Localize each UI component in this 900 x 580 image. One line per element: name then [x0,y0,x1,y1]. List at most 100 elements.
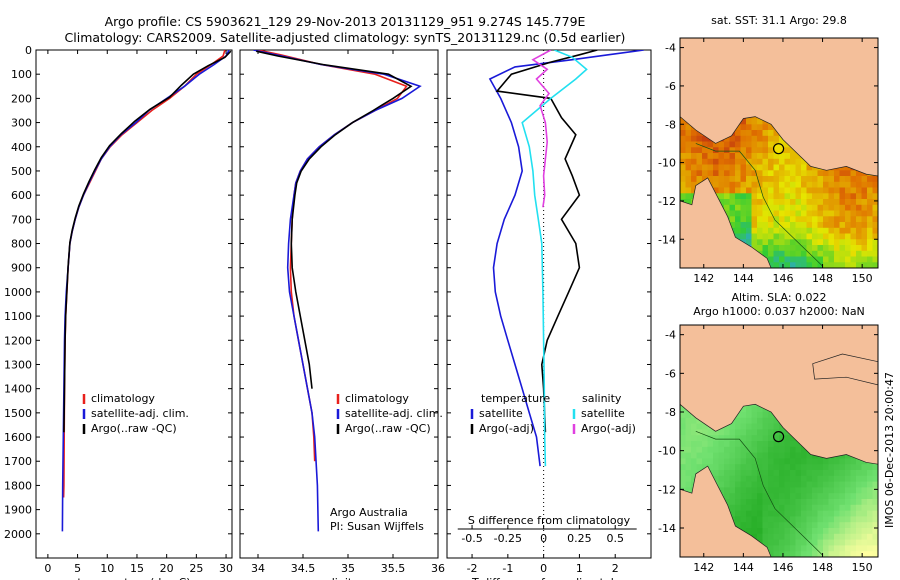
map-cell [812,528,819,535]
map-cell [751,187,758,194]
map-cell [702,164,709,171]
map-cell [751,475,758,483]
map-cell [856,250,863,258]
map-cell [856,262,863,268]
map-cell [762,135,769,143]
map-cell [751,446,758,454]
map-cell [795,164,802,171]
map-cell [856,199,863,206]
map-cell [740,164,747,171]
map-cell [735,204,742,212]
map-cell [790,164,797,171]
map-cell [724,458,731,465]
map-cell [839,256,846,263]
map-cell [779,245,786,252]
map-cell [795,199,802,206]
y-tick-label: 1100 [4,310,32,323]
map-cell [834,250,841,258]
map-cell [828,493,835,500]
map-cell [757,516,764,523]
map-cell [773,181,780,189]
map-cell [872,464,878,471]
map-cell [806,499,813,506]
map-cell [762,239,769,246]
map-cell [823,176,830,183]
map-cell [707,446,714,454]
map-cell [762,222,769,229]
map-cell [740,412,747,419]
legend-label-1: satellite-adj. clim. [91,407,189,420]
map-cell [790,181,797,189]
map-cell [823,222,830,229]
map-cell [795,533,802,541]
land-australia [680,465,772,557]
map-cell [795,539,802,546]
map-cell [795,510,802,517]
map-cell [762,193,769,200]
map-cell [779,539,786,546]
map-cell [757,446,764,454]
map-cell [812,493,819,500]
map-cell [801,164,808,171]
map-cell [817,516,824,523]
map-cell [867,227,874,235]
map-cell [801,528,808,535]
map-cell [768,141,775,148]
map-cell [801,158,808,166]
map-cell [812,510,819,517]
map-cell [740,170,747,177]
map-cell [729,158,736,166]
map-y-tick-label: -12 [658,195,676,208]
map-cell [691,435,698,442]
map-cell [839,204,846,212]
map-cell [817,528,824,535]
map-cell [757,204,764,212]
map-cell [806,204,813,212]
map-y-tick-label: -10 [658,157,676,170]
map-cell [740,429,747,436]
map-cell [784,487,791,494]
map-cell [850,170,857,177]
map-cell [746,176,753,183]
map-cell [773,227,780,235]
map-cell [795,204,802,212]
map-cell [773,216,780,223]
map-cell [872,262,878,268]
map-cell [801,481,808,488]
map-cell [779,158,786,166]
map-cell [790,533,797,541]
map-cell [845,193,852,200]
map-cell [795,158,802,166]
map-cell [762,452,769,459]
map-cell [680,181,687,189]
map-cell [784,499,791,506]
map-cell [768,539,775,546]
map-cell [850,216,857,223]
map-cell [740,118,747,125]
map-frame [679,37,879,269]
map-cell [762,233,769,240]
map-cell [784,250,791,258]
map-cell [856,464,863,471]
map-cell [735,153,742,160]
map-cell [746,452,753,459]
argo-profile-marker [772,431,785,443]
map-cell [806,187,813,194]
map-cell [828,187,835,194]
map-cell [806,233,813,240]
series-line-1 [61,50,230,532]
map-cell [850,250,857,258]
map-cell [779,510,786,517]
map-cell [850,499,857,506]
map-cell [768,545,775,552]
map-cell [779,470,786,477]
map-cell [828,256,835,263]
y-tick-label: 100 [11,68,32,81]
map-cell [746,417,753,425]
map-cell [685,124,692,131]
map-cell [713,475,720,483]
map-cell [790,470,797,477]
map-cell [685,164,692,171]
map-cell [812,250,819,258]
